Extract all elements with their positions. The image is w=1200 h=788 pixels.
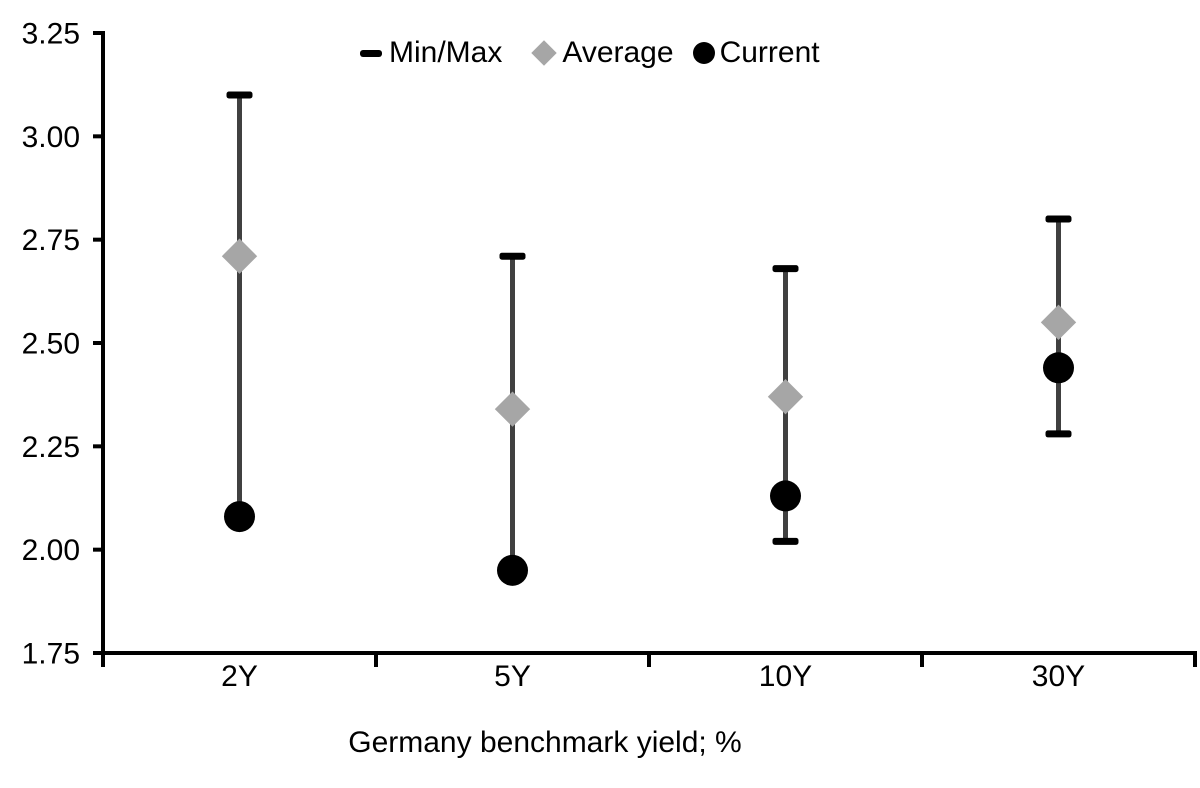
- x-tick-label-2Y: 2Y: [221, 660, 258, 693]
- max-cap-10Y: [772, 265, 799, 273]
- max-cap-30Y: [1045, 215, 1072, 223]
- y-tick-label-1.75: 1.75: [22, 638, 80, 671]
- min-cap-10Y: [772, 537, 799, 545]
- average-marker-2Y: [221, 238, 258, 274]
- x-tick-label-5Y: 5Y: [494, 660, 531, 693]
- current-marker-5Y: [497, 554, 528, 586]
- x-tick-label-10Y: 10Y: [759, 660, 812, 693]
- y-tick-label-2.00: 2.00: [22, 534, 80, 567]
- current-marker-2Y: [224, 501, 255, 533]
- average-marker-10Y: [767, 379, 804, 415]
- average-marker-5Y: [494, 391, 531, 427]
- average-diamond-icon: [531, 40, 558, 66]
- legend-label-minmax: Min/Max: [389, 36, 503, 69]
- legend-label-average: Average: [562, 36, 674, 69]
- y-tick-label-3.00: 3.00: [22, 121, 80, 154]
- y-tick-label-2.25: 2.25: [22, 431, 80, 464]
- legend-item-average: Average: [531, 36, 674, 69]
- legend-item-current: Current: [692, 36, 820, 69]
- y-tick-label-2.75: 2.75: [22, 224, 80, 257]
- chart-legend: Min/Max Average Current: [360, 37, 820, 69]
- y-tick-label-2.50: 2.50: [22, 328, 80, 361]
- x-axis-title: Germany benchmark yield; %: [348, 726, 742, 759]
- minmax-dash-icon: [360, 49, 382, 57]
- legend-label-current: Current: [719, 36, 820, 69]
- current-circle-icon: [692, 42, 715, 64]
- y-tick-label-3.25: 3.25: [22, 18, 80, 51]
- legend-item-minmax: Min/Max: [360, 37, 502, 69]
- max-cap-5Y: [499, 252, 526, 260]
- min-cap-30Y: [1045, 430, 1072, 438]
- current-marker-10Y: [770, 480, 801, 512]
- max-cap-2Y: [226, 91, 253, 99]
- x-tick-label-30Y: 30Y: [1032, 660, 1085, 693]
- current-marker-30Y: [1043, 352, 1074, 384]
- average-marker-30Y: [1040, 304, 1077, 341]
